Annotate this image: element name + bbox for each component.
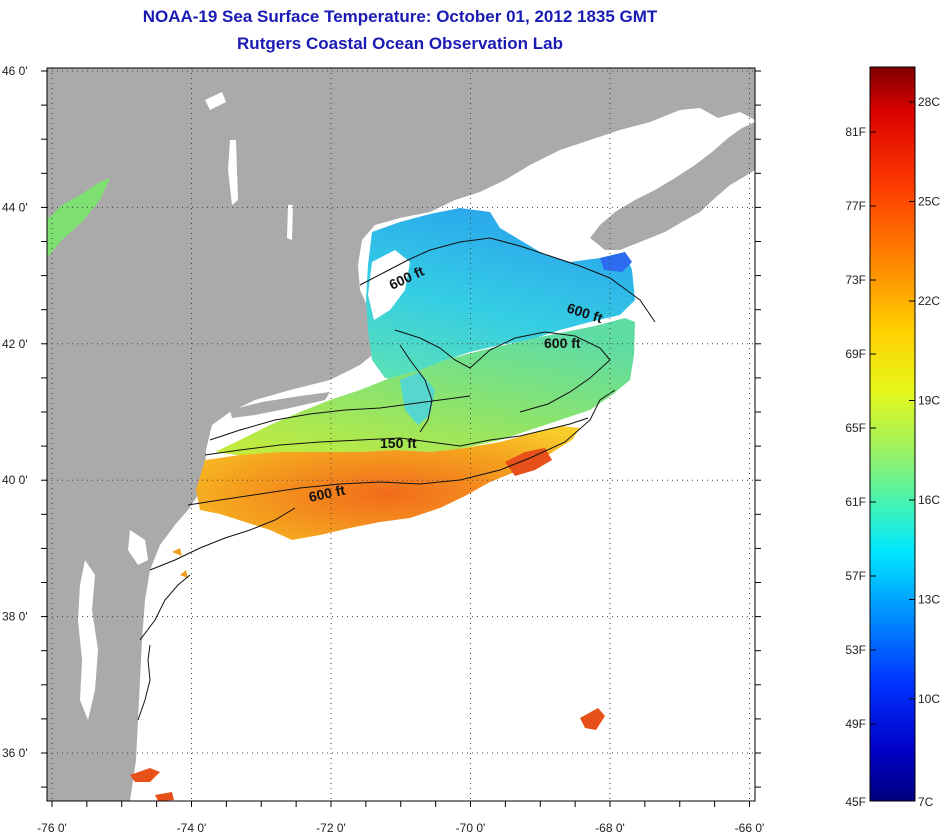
lon-tick-label: -66 0' xyxy=(735,821,765,835)
map-title: NOAA-19 Sea Surface Temperature: October… xyxy=(142,7,658,26)
colorbar-celsius-label: 22C xyxy=(918,294,940,308)
lon-tick-label: -72 0' xyxy=(316,821,346,835)
lat-tick-label: 38 0' xyxy=(2,610,28,624)
sst-hot-patch xyxy=(505,448,552,476)
lon-tick-label: -68 0' xyxy=(595,821,625,835)
sst-gulf-of-maine xyxy=(366,208,635,380)
colorbar-ticks: 81F 77F 73F 69F 65F 61F 57F 53F 49F 45F 28C 25C 22C 1… xyxy=(845,95,940,809)
colorbar-fahrenheit-label: 61F xyxy=(845,495,866,509)
colorbar-celsius-label: 25C xyxy=(918,195,940,209)
lon-tick-label: -76 0' xyxy=(37,821,67,835)
chesapeake-bay xyxy=(78,560,98,720)
colorbar-fahrenheit-label: 65F xyxy=(845,421,866,435)
sst-warm-spot xyxy=(180,570,188,578)
inland-lake xyxy=(205,92,226,110)
colorbar-fahrenheit-label: 57F xyxy=(845,569,866,583)
colorbar-fahrenheit-label: 53F xyxy=(845,643,866,657)
lat-tick-label: 44 0' xyxy=(2,200,28,214)
lon-tick-label: -74 0' xyxy=(177,821,207,835)
land-nova-scotia xyxy=(590,122,755,250)
map-axes: -76 0' -74 0' -72 0' -70 0' -68 0' -66 0' 46 0… xyxy=(2,64,764,835)
colorbar-fahrenheit-label: 73F xyxy=(845,273,866,287)
inland-lake xyxy=(287,205,293,240)
colorbar xyxy=(869,66,916,802)
sst-warm-spot xyxy=(130,768,160,782)
sst-deep-blue xyxy=(600,252,632,272)
map-subtitle: Rutgers Coastal Ocean Observation Lab xyxy=(237,34,563,53)
inland-lake xyxy=(228,140,238,205)
delaware-bay xyxy=(128,530,148,565)
colorbar-celsius-label: 19C xyxy=(918,394,940,408)
colorbar-celsius-label: 10C xyxy=(918,692,940,706)
colorbar-celsius-label: 13C xyxy=(918,593,940,607)
lat-tick-label: 46 0' xyxy=(2,64,28,78)
lat-tick-label: 36 0' xyxy=(2,746,28,760)
sst-warm-spot xyxy=(172,548,182,556)
colorbar-fahrenheit-label: 49F xyxy=(845,717,866,731)
colorbar-fahrenheit-label: 77F xyxy=(845,199,866,213)
sst-warm-spot xyxy=(580,708,605,730)
sst-lake-ontario xyxy=(47,178,110,258)
lat-lon-grid xyxy=(47,68,755,801)
colorbar-fahrenheit-label: 45F xyxy=(845,795,866,809)
bathymetry-contours xyxy=(137,237,656,721)
colorbar-celsius-label: 7C xyxy=(918,795,934,809)
lat-tick-label: 40 0' xyxy=(2,473,28,487)
colorbar-fahrenheit-label: 81F xyxy=(845,125,866,139)
land-long-island xyxy=(230,392,330,418)
lon-tick-label: -70 0' xyxy=(456,821,486,835)
colorbar-fahrenheit-label: 69F xyxy=(845,347,866,361)
sst-no-data-patch xyxy=(368,250,410,320)
map-area: 600 ft 600 ft 600 ft 150 ft 600 ft xyxy=(47,68,755,801)
contour-label: 150 ft xyxy=(380,435,417,451)
colorbar-celsius-label: 16C xyxy=(918,493,940,507)
contour-label: 600 ft xyxy=(307,482,346,505)
land-mainland xyxy=(47,68,755,801)
colorbar-celsius-label: 28C xyxy=(918,95,940,109)
sst-warm-spot xyxy=(155,792,174,801)
sst-warm-slope xyxy=(196,426,580,540)
sst-cool-strip xyxy=(400,372,435,425)
lat-tick-label: 42 0' xyxy=(2,337,28,351)
contour-label: 600 ft xyxy=(544,335,581,351)
